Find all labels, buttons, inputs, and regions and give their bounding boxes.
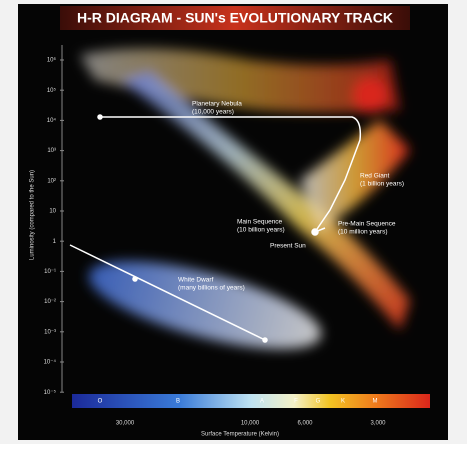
red-star — [352, 77, 388, 113]
y-tick-label: 10⁻³ — [44, 329, 56, 335]
y-tick-label: 10⁻¹ — [44, 269, 56, 275]
region-label: Present Sun — [270, 243, 306, 250]
y-tick-label: 10³ — [47, 148, 56, 154]
spectral-class: G — [316, 399, 321, 405]
evolution-track — [69, 114, 362, 343]
spectral-class: K — [341, 399, 345, 405]
track-point — [262, 337, 268, 343]
y-tick-label: 10⁶ — [47, 57, 57, 64]
region-duration: (10,000 years) — [192, 109, 234, 116]
region-duration: (10 million years) — [338, 229, 388, 236]
x-tick-label: 30,000 — [116, 421, 135, 427]
x-tick-label: 10,000 — [241, 421, 260, 427]
y-tick-label: 10⁵ — [47, 87, 57, 94]
track-line — [100, 116, 362, 234]
y-tick-label: 10⁻⁵ — [44, 389, 57, 396]
x-axis-label: Surface Temperature (Kelvin) — [201, 432, 279, 438]
region-duration: (many billions of years) — [178, 285, 245, 292]
giant-region — [300, 120, 410, 230]
region-duration: (1 billion years) — [360, 181, 404, 188]
region-label: White Dwarf — [178, 277, 214, 284]
white-dwarf-track — [69, 244, 266, 341]
spectral-class: M — [373, 399, 378, 405]
main-sequence-region — [120, 70, 410, 330]
y-tick-label: 10 — [49, 209, 56, 215]
spectral-class: A — [260, 399, 264, 405]
y-tick-label: 10² — [47, 178, 56, 184]
title: H-R DIAGRAM - SUN's EVOLUTIONARY TRACK — [77, 10, 393, 26]
spectral-class: B — [176, 399, 180, 405]
y-tick-label: 10⁻⁴ — [44, 359, 57, 366]
x-tick-label: 3,000 — [370, 421, 386, 427]
region-label: Planetary Nebula — [192, 101, 242, 108]
y-tick-label: 1 — [53, 239, 57, 245]
region-label: Main Sequence — [237, 219, 283, 226]
region-duration: (10 billion years) — [237, 227, 285, 234]
region-label: Red Giant — [360, 173, 389, 180]
spectral-bar — [72, 394, 430, 408]
spectral-class: O — [98, 399, 103, 405]
region-label: Pre-Main Sequence — [338, 221, 396, 228]
track-point — [132, 276, 138, 282]
sun-point — [311, 228, 319, 236]
spectral-class: F — [294, 399, 298, 405]
x-tick-label: 6,000 — [297, 421, 313, 427]
track-point — [97, 114, 103, 120]
supergiant-region — [80, 48, 400, 113]
title-bar — [60, 6, 410, 30]
y-tick-label: 10⁴ — [47, 117, 57, 124]
y-tick-label: 10⁻² — [44, 299, 56, 305]
y-axis-label: Luminosity (compared to the Sun) — [30, 170, 36, 260]
